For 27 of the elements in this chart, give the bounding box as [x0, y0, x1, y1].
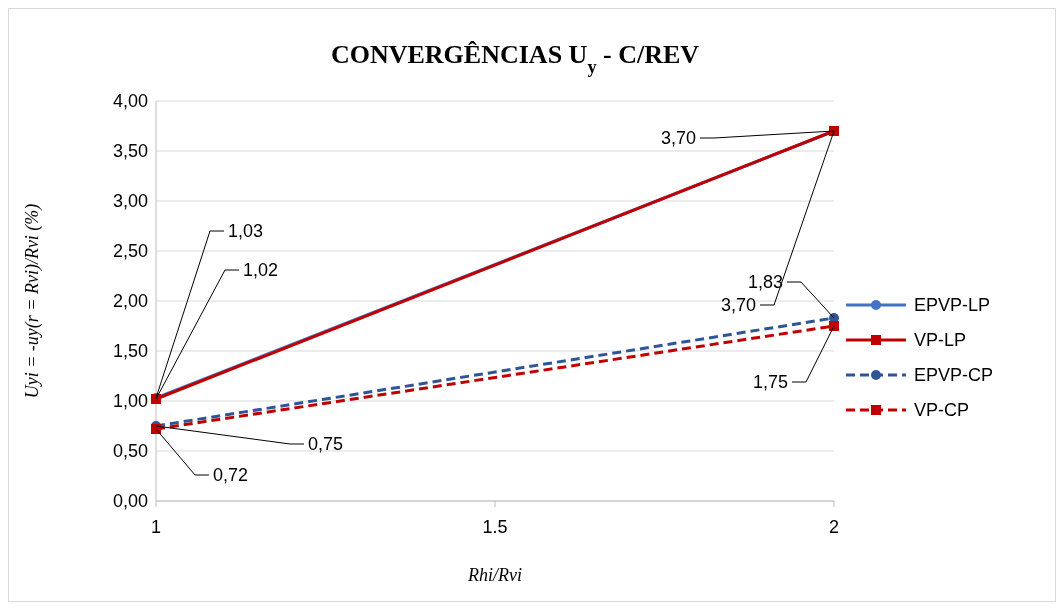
x-tick-label: 1.5 [482, 517, 508, 537]
data-label: 1,75 [752, 372, 788, 393]
data-label: 3,70 [660, 128, 696, 149]
data-label: 1,83 [747, 272, 783, 293]
x-axis-title: Rhi/Rvi [467, 565, 522, 585]
data-label: 3,70 [720, 295, 756, 316]
data-label: 1,03 [228, 221, 264, 242]
y-tick-label: 1,00 [112, 391, 148, 412]
x-tick-label: 1 [150, 517, 162, 537]
y-axis-title: Uyi = -uy(r = Rvi)/Rvi (%) [22, 203, 43, 399]
y-tick-label: 4,00 [112, 91, 148, 112]
y-tick-label: 0,50 [112, 441, 148, 462]
legend-label: VP-CP [914, 400, 970, 421]
legend-label: VP-LP [914, 330, 967, 351]
data-label: 0,75 [308, 434, 344, 455]
legend-label: EPVP-CP [914, 365, 994, 386]
y-tick-label: 0,00 [112, 491, 148, 512]
legend-label: EPVP-LP [914, 295, 991, 316]
y-tick-label: 3,00 [112, 191, 148, 212]
chart-title: CONVERGÊNCIAS U$_{y}$ - C/REV [330, 40, 700, 77]
y-tick-label: 3,50 [112, 141, 148, 162]
y-tick-label: 2,50 [112, 241, 148, 262]
y-tick-label: 1,50 [112, 341, 148, 362]
data-label: 1,02 [243, 260, 279, 281]
x-tick-label: 2 [828, 517, 840, 537]
data-label: 0,72 [213, 465, 249, 486]
y-tick-label: 2,00 [112, 291, 148, 312]
